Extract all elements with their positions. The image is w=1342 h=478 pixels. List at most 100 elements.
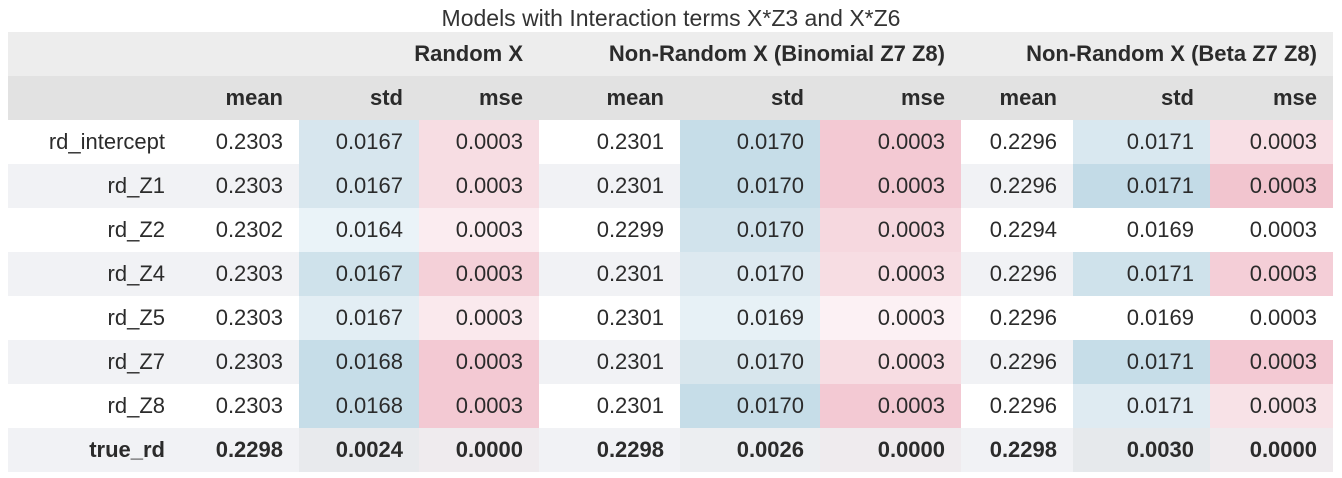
group-header-beta: Non-Random X (Beta Z7 Z8) xyxy=(961,32,1333,76)
table-cell: 0.0003 xyxy=(419,208,539,252)
table-row: rd_Z8 0.2303 0.0168 0.0003 0.2301 0.0170 0.000… xyxy=(8,384,1333,428)
table-cell: 0.0171 xyxy=(1073,384,1210,428)
table-cell: 0.0030 xyxy=(1073,428,1210,472)
subheader: std xyxy=(680,76,820,120)
table-cell: 0.0003 xyxy=(1210,252,1333,296)
table-cell: 0.0167 xyxy=(299,296,419,340)
table-cell: 0.0003 xyxy=(820,120,961,164)
table-cell: 0.0003 xyxy=(419,164,539,208)
table-cell: 0.2301 xyxy=(539,340,680,384)
table-cell: 0.0169 xyxy=(680,296,820,340)
table-cell: 0.0003 xyxy=(1210,296,1333,340)
table-cell: 0.2296 xyxy=(961,252,1073,296)
table-cell: 0.0003 xyxy=(820,164,961,208)
table-body: rd_intercept 0.2303 0.0167 0.0003 0.2301 0.01… xyxy=(8,120,1333,472)
table-cell: 0.2303 xyxy=(181,252,299,296)
table-cell: 0.0003 xyxy=(820,252,961,296)
table-row: rd_Z5 0.2303 0.0167 0.0003 0.2301 0.0169 0.000… xyxy=(8,296,1333,340)
subheader-blank xyxy=(8,76,181,120)
row-label: rd_Z2 xyxy=(8,208,181,252)
table-cell: 0.0026 xyxy=(680,428,820,472)
table-cell: 0.0164 xyxy=(299,208,419,252)
row-label: rd_Z7 xyxy=(8,340,181,384)
table-cell: 0.0169 xyxy=(1073,296,1210,340)
table-cell: 0.2296 xyxy=(961,296,1073,340)
table-row: rd_Z4 0.2303 0.0167 0.0003 0.2301 0.0170 0.000… xyxy=(8,252,1333,296)
subheader: std xyxy=(299,76,419,120)
table-cell: 0.0170 xyxy=(680,384,820,428)
table-row: rd_intercept 0.2303 0.0167 0.0003 0.2301 0.01… xyxy=(8,120,1333,164)
subheader: mean xyxy=(961,76,1073,120)
table-cell: 0.0024 xyxy=(299,428,419,472)
group-header-binomial: Non-Random X (Binomial Z7 Z8) xyxy=(539,32,961,76)
table-cell: 0.2298 xyxy=(961,428,1073,472)
table-row: rd_Z2 0.2302 0.0164 0.0003 0.2299 0.0170 0.000… xyxy=(8,208,1333,252)
table-cell: 0.0170 xyxy=(680,252,820,296)
row-label: rd_Z5 xyxy=(8,296,181,340)
table-cell: 0.0003 xyxy=(1210,208,1333,252)
table-caption: Models with Interaction terms X*Z3 and X… xyxy=(441,5,901,31)
table-cell: 0.0003 xyxy=(1210,120,1333,164)
table-cell: 0.0171 xyxy=(1073,120,1210,164)
table-cell: 0.0003 xyxy=(419,252,539,296)
table-cell: 0.2303 xyxy=(181,164,299,208)
table-cell: 0.2303 xyxy=(181,340,299,384)
subheader: mean xyxy=(539,76,680,120)
table-cell: 0.0167 xyxy=(299,120,419,164)
group-header-random-x: Random X xyxy=(181,32,539,76)
subheader: mse xyxy=(419,76,539,120)
row-label: true_rd xyxy=(8,428,181,472)
table-cell: 0.0003 xyxy=(1210,384,1333,428)
table-row: rd_Z1 0.2303 0.0167 0.0003 0.2301 0.0170 0.000… xyxy=(8,164,1333,208)
header-blank xyxy=(8,32,181,76)
table-cell: 0.0168 xyxy=(299,340,419,384)
table-cell: 0.0171 xyxy=(1073,252,1210,296)
table-cell: 0.2294 xyxy=(961,208,1073,252)
row-label: rd_Z1 xyxy=(8,164,181,208)
table-cell: 0.0003 xyxy=(419,384,539,428)
table-cell: 0.0170 xyxy=(680,208,820,252)
table-cell: 0.2296 xyxy=(961,340,1073,384)
table-cell: 0.0003 xyxy=(419,120,539,164)
table-cell: 0.0000 xyxy=(419,428,539,472)
table-cell: 0.2303 xyxy=(181,384,299,428)
table-cell: 0.2301 xyxy=(539,252,680,296)
table-cell: 0.2299 xyxy=(539,208,680,252)
table-cell: 0.0171 xyxy=(1073,340,1210,384)
subheader: mse xyxy=(1210,76,1333,120)
table-cell: 0.0003 xyxy=(1210,340,1333,384)
table-cell: 0.2296 xyxy=(961,384,1073,428)
table-cell: 0.0167 xyxy=(299,164,419,208)
table-cell: 0.2301 xyxy=(539,296,680,340)
table-cell: 0.0003 xyxy=(419,296,539,340)
table-cell: 0.2296 xyxy=(961,120,1073,164)
table-cell: 0.0003 xyxy=(1210,164,1333,208)
table-cell: 0.0003 xyxy=(820,208,961,252)
table-cell: 0.2301 xyxy=(539,120,680,164)
table-row: true_rd 0.2298 0.0024 0.0000 0.2298 0.0026 0.0… xyxy=(8,428,1333,472)
table-cell: 0.0003 xyxy=(820,340,961,384)
table-cell: 0.0003 xyxy=(820,296,961,340)
row-label: rd_Z8 xyxy=(8,384,181,428)
table-cell: 0.0169 xyxy=(1073,208,1210,252)
row-label: rd_intercept xyxy=(8,120,181,164)
table-cell: 0.2296 xyxy=(961,164,1073,208)
subheader: std xyxy=(1073,76,1210,120)
subheader: mse xyxy=(820,76,961,120)
table-cell: 0.2298 xyxy=(181,428,299,472)
table-cell: 0.0000 xyxy=(820,428,961,472)
table-cell: 0.0170 xyxy=(680,120,820,164)
table-cell: 0.2302 xyxy=(181,208,299,252)
results-table: Random X Non-Random X (Binomial Z7 Z8) N… xyxy=(8,32,1333,472)
table-cell: 0.0003 xyxy=(820,384,961,428)
table-cell: 0.0170 xyxy=(680,164,820,208)
table-row: rd_Z7 0.2303 0.0168 0.0003 0.2301 0.0170 0.000… xyxy=(8,340,1333,384)
table-cell: 0.2301 xyxy=(539,164,680,208)
table-cell: 0.2301 xyxy=(539,384,680,428)
table-cell: 0.0000 xyxy=(1210,428,1333,472)
table-cell: 0.2298 xyxy=(539,428,680,472)
table-cell: 0.0003 xyxy=(419,340,539,384)
group-header-row: Random X Non-Random X (Binomial Z7 Z8) N… xyxy=(8,32,1333,76)
subheader-row: mean std mse mean std mse mean std mse xyxy=(8,76,1333,120)
row-label: rd_Z4 xyxy=(8,252,181,296)
